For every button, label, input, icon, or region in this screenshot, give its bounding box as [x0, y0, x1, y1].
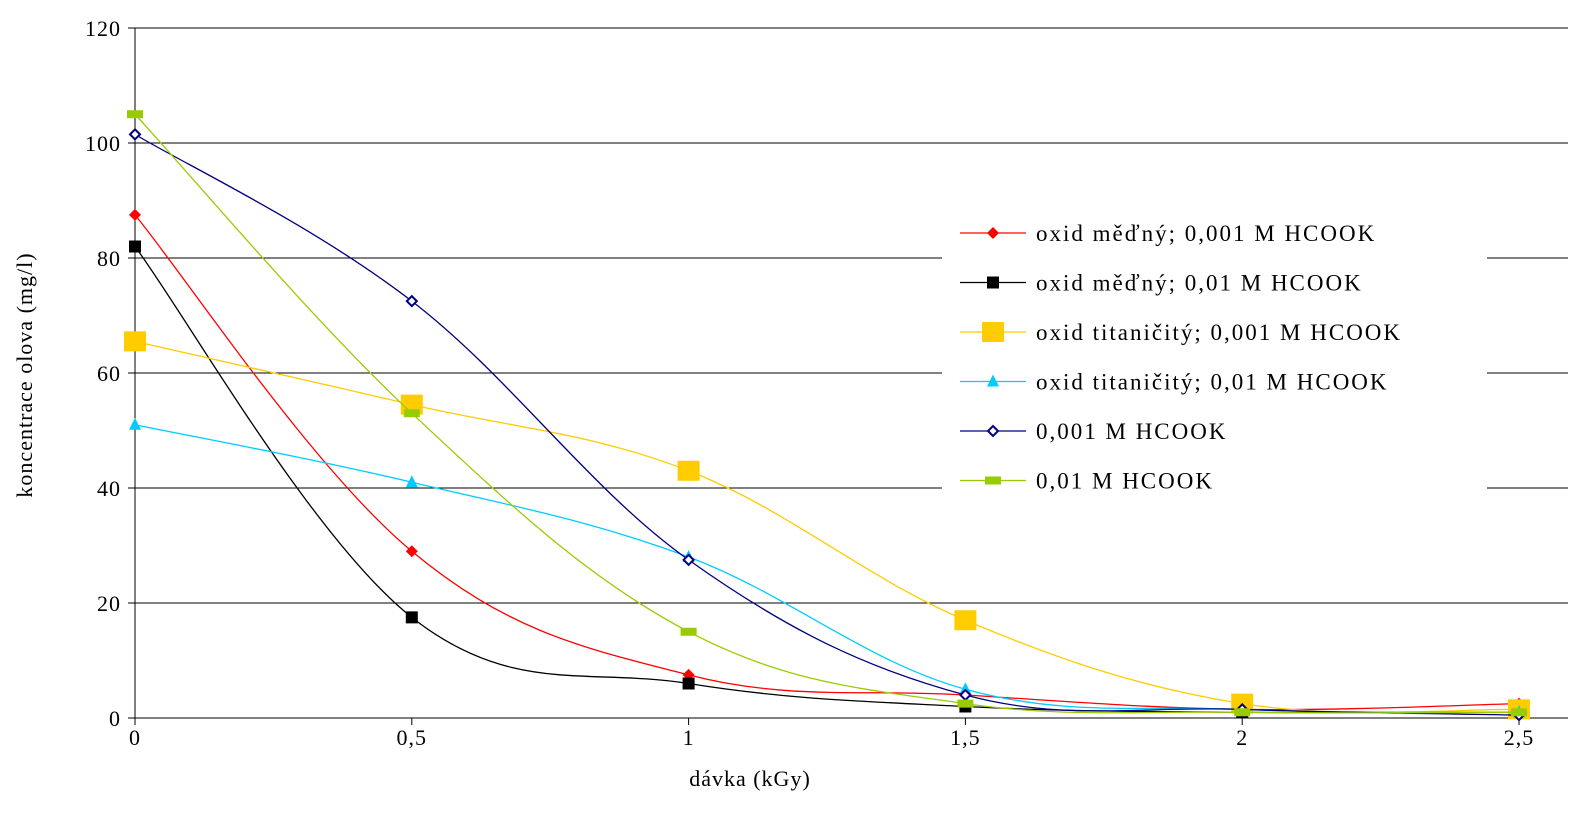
- gridlines: [135, 27, 1568, 604]
- data-point: [405, 475, 418, 488]
- legend-swatch-marker: [987, 276, 999, 289]
- data-point: [682, 553, 696, 567]
- data-point: [1511, 708, 1527, 717]
- data-point: [405, 545, 418, 558]
- y-tick-label: 20: [97, 591, 121, 616]
- data-point: [129, 240, 141, 253]
- data-point: [1234, 708, 1251, 717]
- x-tick-label: 0,5: [397, 725, 428, 750]
- data-point: [677, 460, 700, 481]
- x-tick-label: 1: [683, 725, 695, 750]
- series-line: [134, 340, 1520, 713]
- legend-label: oxid měďný; 0,001 M HCOOK: [1036, 221, 1376, 246]
- legend-swatch-marker: [986, 424, 1000, 438]
- legend-label: oxid titaničitý; 0,001 M HCOOK: [1036, 320, 1402, 345]
- x-tick-label: 2,5: [1504, 725, 1535, 750]
- legend: oxid měďný; 0,001 M HCOOK oxid měďný; 0,0…: [942, 206, 1487, 494]
- data-point: [127, 110, 143, 119]
- legend-swatch-marker: [985, 476, 1001, 485]
- data-point: [954, 610, 977, 631]
- data-point: [957, 699, 974, 708]
- legend-label: oxid měďný; 0,01 M HCOOK: [1036, 271, 1363, 296]
- legend-swatch-marker: [987, 374, 999, 387]
- y-tick-label: 100: [85, 131, 121, 156]
- y-tick-label: 60: [97, 361, 121, 386]
- legend-label: 0,001 M HCOOK: [1036, 419, 1227, 444]
- series-line: [134, 133, 1520, 716]
- data-point: [124, 331, 146, 352]
- data-point: [405, 611, 418, 624]
- data-point: [682, 677, 695, 690]
- x-axis-label: dávka (kGy): [689, 766, 811, 791]
- data-point: [403, 409, 420, 418]
- legend-swatch-marker: [982, 322, 1004, 342]
- series-line: [134, 113, 1520, 714]
- legend-label: 0,01 M HCOOK: [1036, 469, 1214, 494]
- y-tick-label: 80: [97, 246, 121, 271]
- axes: 0 20 40 60 80 100 120 0 0,5 1 1,5 2 2,5: [85, 16, 1568, 750]
- y-axis-label: koncentrace olova (mg/l): [12, 252, 37, 497]
- y-tick-label: 40: [97, 476, 121, 501]
- y-tick-label: 120: [85, 16, 121, 41]
- data-point: [405, 294, 419, 308]
- data-point: [959, 682, 972, 695]
- legend-swatch-marker: [987, 227, 999, 239]
- legend-box: [942, 206, 1487, 490]
- x-tick-label: 2: [1236, 725, 1248, 750]
- series-5: [127, 110, 1527, 717]
- data-point: [680, 627, 697, 636]
- data-point: [129, 417, 141, 430]
- data-point: [129, 208, 141, 221]
- legend-label: oxid titaničitý; 0,01 M HCOOK: [1036, 370, 1389, 395]
- x-tick-label: 1,5: [950, 725, 981, 750]
- x-tick-label: 0: [129, 725, 141, 750]
- series-layer: [124, 110, 1530, 722]
- series-4: [128, 127, 1526, 722]
- y-tick-label: 0: [109, 706, 121, 731]
- data-point: [128, 127, 142, 141]
